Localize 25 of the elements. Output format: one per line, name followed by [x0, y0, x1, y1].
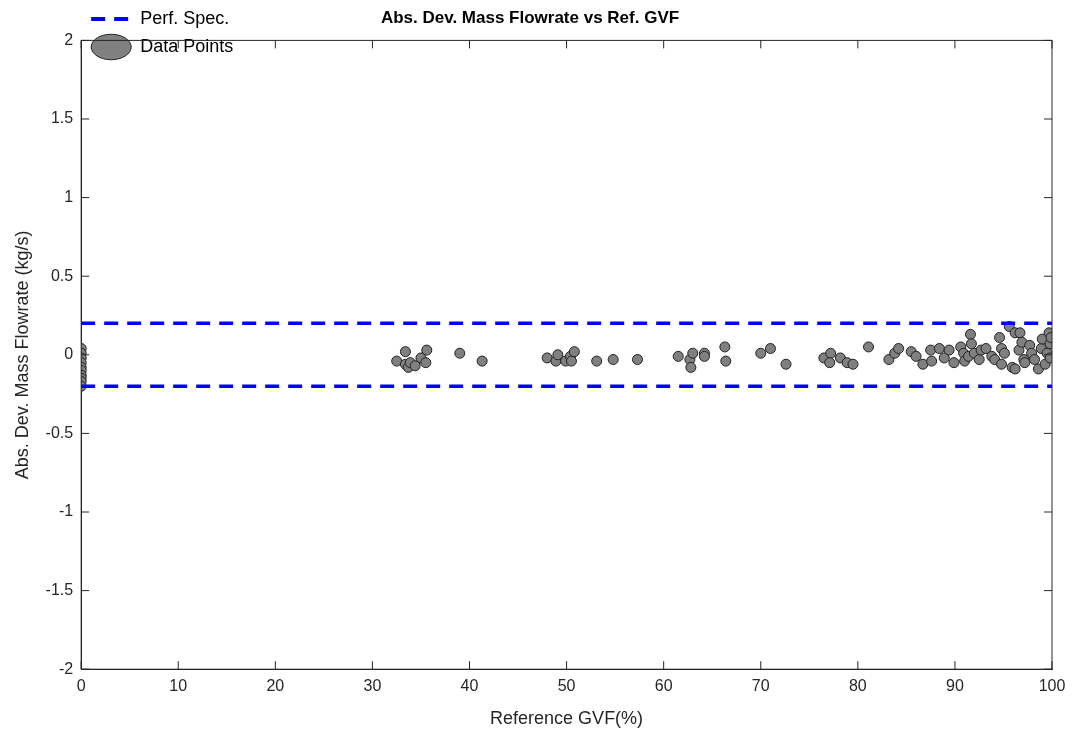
x-tick-label: 60	[654, 677, 673, 695]
x-axis-title: Reference GVF(%)	[490, 708, 644, 729]
x-tick-label: 70	[751, 677, 770, 695]
y-tick-label: 2	[64, 30, 74, 48]
y-tick-label: 0.5	[50, 266, 74, 284]
x-tick-label: 30	[363, 677, 382, 695]
y-tick-label: 0	[64, 345, 74, 363]
y-axis-title: Abs. Dev. Mass Flowrate (kg/s)	[11, 230, 32, 480]
legend-label: Data Points	[140, 35, 234, 56]
x-tick-label: 20	[266, 677, 285, 695]
x-tick-label: 40	[460, 677, 479, 695]
x-tick-label: 100	[1038, 677, 1066, 695]
x-tick-label: 80	[848, 677, 867, 695]
x-tick-label: 0	[76, 677, 86, 695]
y-tick-label: -1	[58, 502, 74, 520]
legend-label: Perf. Spec.	[140, 7, 230, 28]
x-tick-label: 90	[946, 677, 964, 695]
y-tick-label: 1.5	[50, 109, 74, 127]
y-tick-label: -1.5	[45, 581, 74, 599]
y-tick-label: 1	[64, 188, 74, 206]
y-tick-label: -0.5	[45, 423, 74, 441]
chart-title: Abs. Dev. Mass Flowrate vs Ref. GVF	[380, 7, 680, 27]
y-tick-label: -2	[58, 659, 74, 677]
x-tick-label: 10	[169, 677, 188, 695]
x-tick-label: 50	[557, 677, 576, 695]
